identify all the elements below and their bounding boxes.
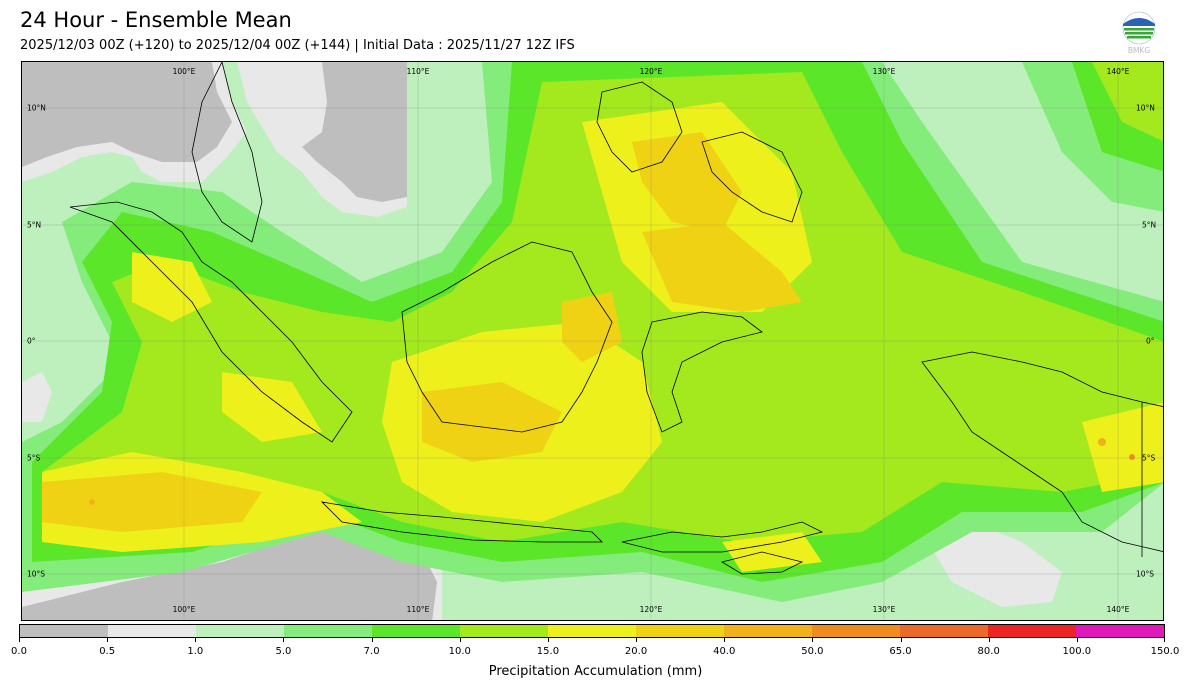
colorbar-tick-mark (1164, 638, 1165, 642)
colorbar-tick-label: 1.0 (187, 646, 204, 657)
lon-label-bottom: 140°E (1106, 605, 1130, 614)
dry-areas (22, 62, 1062, 620)
rain-20-40-areas (42, 132, 802, 532)
colorbar-tick-label: 20.0 (624, 646, 648, 657)
lat-label-right: 10°S (1136, 569, 1155, 579)
lon-label-top: 120°E (639, 67, 663, 76)
lat-label-left: 10°S (27, 569, 46, 579)
colorbar-segment (548, 625, 636, 637)
lat-label-right: 5°S (1142, 453, 1156, 463)
colorbar-tick-label: 0.0 (11, 646, 27, 657)
mindanao-outline (701, 131, 803, 223)
colorbar-segment (900, 625, 988, 637)
colorbar-segment (284, 625, 372, 637)
colorbar-tick-mark (459, 638, 461, 642)
lon-label-top: 140°E (1106, 67, 1130, 76)
colorbar-tick-mark (195, 638, 197, 642)
nusa-tenggara-outline (621, 521, 824, 553)
colorbar-segment (988, 625, 1076, 637)
colorbar-tick-mark (988, 638, 990, 642)
lon-label-bottom: 130°E (872, 605, 896, 614)
colorbar-tick-label: 80.0 (977, 646, 1000, 657)
chart-title: 24 Hour - Ensemble Mean (20, 8, 292, 32)
colorbar-segment (196, 625, 284, 637)
colorbar-tick-mark (812, 638, 814, 642)
colorbar-tick-label: 15.0 (536, 646, 560, 657)
lon-label-bottom: 110°E (406, 605, 430, 614)
colorbar-tick-mark (636, 638, 638, 642)
lat-label-right: 10°N (1136, 103, 1155, 113)
lon-label-bottom: 100°E (172, 605, 196, 614)
lat-label-left: 5°S (27, 453, 41, 463)
colorbar-tick-mark (724, 638, 726, 642)
colorbar-tick-label: 100.0 (1062, 646, 1092, 657)
lat-label-right: 5°N (1142, 220, 1157, 230)
colorbar-segment (636, 625, 724, 637)
colorbar-tick-label: 150.0 (1150, 646, 1180, 657)
bmkg-logo-emblem: BMKG (1122, 11, 1156, 55)
lat-label-left: 10°N (27, 103, 46, 113)
coastlines (69, 62, 1163, 575)
precipitation-colorbar (19, 624, 1165, 638)
colorbar-segment (460, 625, 548, 637)
colorbar-tick-label: 5.0 (275, 646, 292, 657)
lon-label-top: 100°E (172, 67, 196, 76)
bmkg-logo: BMKG (1118, 10, 1160, 56)
colorbar-tick-mark (19, 638, 20, 642)
colorbar-tick-label: 10.0 (448, 646, 471, 657)
colorbar-tick-label: 50.0 (801, 646, 824, 657)
timor-outline (720, 551, 804, 575)
lon-label-bottom: 120°E (639, 605, 663, 614)
lat-label-left: 0° (27, 336, 36, 346)
colorbar-segment (20, 625, 108, 637)
colorbar-segment (724, 625, 812, 637)
sumatra-outline (69, 201, 353, 443)
papua-outline (921, 351, 1163, 552)
lon-label-top: 110°E (406, 67, 430, 76)
java-outline (320, 501, 603, 543)
indochina-outline (191, 62, 263, 243)
colorbar-segment (372, 625, 460, 637)
rain-40-plus-areas (89, 438, 1135, 505)
colorbar-tick-label: 40.0 (713, 646, 736, 657)
lat-label-left: 5°N (27, 220, 42, 230)
sulawesi-outline (641, 311, 763, 433)
colorbar-label: Precipitation Accumulation (mm) (488, 664, 703, 679)
colorbar-tick-mark (283, 638, 285, 642)
colorbar-tick-mark (371, 638, 373, 642)
colorbar-tick-mark (107, 638, 109, 642)
precipitation-map[interactable]: 100°E 110°E 120°E 130°E 140°E 100°E 110°… (21, 61, 1164, 621)
colorbar-tick-label: 65.0 (889, 646, 912, 657)
colorbar-segment (812, 625, 900, 637)
colorbar-segment (108, 625, 196, 637)
map-gridlines (22, 62, 1163, 620)
colorbar-tick-mark (547, 638, 549, 642)
colorbar-tick-mark (900, 638, 902, 642)
colorbar-tick-label: 0.5 (99, 646, 116, 657)
philippines-outline (596, 81, 683, 173)
logo-text: BMKG (1128, 46, 1151, 55)
colorbar-segment (1076, 625, 1164, 637)
map-canvas[interactable] (22, 62, 1164, 621)
colorbar-tick-label: 7.0 (363, 646, 380, 657)
chart-subtitle: 2025/12/03 00Z (+120) to 2025/12/04 00Z … (20, 38, 575, 53)
colorbar-tick-mark (1076, 638, 1078, 642)
lat-label-right: 0° (1146, 336, 1155, 346)
borneo-outline (401, 241, 613, 433)
lon-label-top: 130°E (872, 67, 896, 76)
